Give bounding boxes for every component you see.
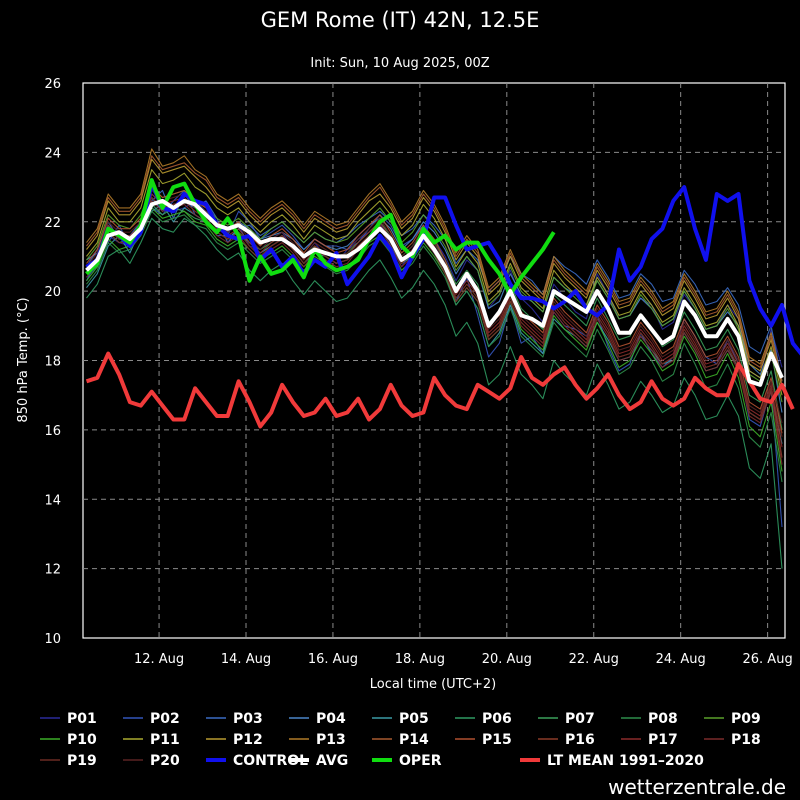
legend-label: P07 xyxy=(565,711,595,727)
x-axis-label: Local time (UTC+2) xyxy=(370,677,496,692)
y-tick-label: 20 xyxy=(44,285,61,300)
series-line-p10 xyxy=(86,207,783,472)
legend-label: LT MEAN 1991–2020 xyxy=(547,753,704,769)
chart-title: GEM Rome (IT) 42N, 12.5E xyxy=(261,8,540,32)
legend-label: P02 xyxy=(150,711,180,727)
y-tick-label: 16 xyxy=(44,424,61,439)
series-line-p11 xyxy=(86,169,783,396)
legend-label: P14 xyxy=(399,732,429,748)
y-tick-label: 10 xyxy=(44,632,61,647)
x-tick-label: 24. Aug xyxy=(656,652,706,667)
legend-label: P06 xyxy=(482,711,512,727)
legend-label: P15 xyxy=(482,732,512,748)
legend-label: P01 xyxy=(67,711,97,727)
x-tick-label: 12. Aug xyxy=(134,652,184,667)
legend: P01 P02 P03 P04 P05 P06 P07 P08 P09 P10 P11 P12 P13 P… xyxy=(40,711,761,769)
y-tick-label: 22 xyxy=(44,216,61,231)
y-axis-label: 850 hPa Temp. (°C) xyxy=(16,297,31,422)
legend-label: P03 xyxy=(233,711,263,727)
x-tick-label: 14. Aug xyxy=(221,652,271,667)
legend-label: P20 xyxy=(150,753,180,769)
branding: wetterzentrale.de xyxy=(608,775,786,799)
y-tick-label: 26 xyxy=(44,77,61,92)
legend-label: P05 xyxy=(399,711,429,727)
x-tick-label: 18. Aug xyxy=(395,652,445,667)
x-ticks: 12. Aug 14. Aug 16. Aug 18. Aug 20. Aug 22. A… xyxy=(134,652,793,667)
series-line-p14 xyxy=(86,155,783,385)
legend-label: P17 xyxy=(648,732,678,748)
legend-label: OPER xyxy=(399,753,442,769)
legend-label: CONTROL xyxy=(233,753,308,769)
legend-label: P16 xyxy=(565,732,595,748)
y-tick-label: 18 xyxy=(44,355,61,370)
x-tick-label: 20. Aug xyxy=(482,652,532,667)
series xyxy=(85,148,800,569)
series-line-p08 xyxy=(86,210,783,482)
y-ticks: 10 12 14 16 18 20 22 24 26 xyxy=(44,77,61,647)
chart-subtitle: Init: Sun, 10 Aug 2025, 00Z xyxy=(310,56,489,71)
y-tick-label: 12 xyxy=(44,563,61,578)
series-line-p12 xyxy=(86,158,783,389)
legend-label: P12 xyxy=(233,732,263,748)
legend-label: P10 xyxy=(67,732,97,748)
x-tick-label: 22. Aug xyxy=(569,652,619,667)
legend-label: P04 xyxy=(316,711,346,727)
x-tick-label: 16. Aug xyxy=(308,652,358,667)
series-line-control xyxy=(85,181,800,356)
legend-label: P09 xyxy=(731,711,761,727)
series-line-p06 xyxy=(86,217,783,569)
legend-label: P19 xyxy=(67,753,97,769)
series-line-avg xyxy=(85,198,784,387)
series-line-p15 xyxy=(86,186,783,434)
legend-label: AVG xyxy=(316,753,348,769)
legend-label: P08 xyxy=(648,711,678,727)
grid xyxy=(83,83,785,638)
legend-label: P13 xyxy=(316,732,346,748)
series-line-lt-mean-1991-2020 xyxy=(85,351,795,429)
legend-label: P18 xyxy=(731,732,761,748)
legend-label: P11 xyxy=(150,732,180,748)
y-tick-label: 24 xyxy=(44,146,61,161)
y-tick-label: 14 xyxy=(44,493,61,508)
x-tick-label: 26. Aug xyxy=(743,652,793,667)
